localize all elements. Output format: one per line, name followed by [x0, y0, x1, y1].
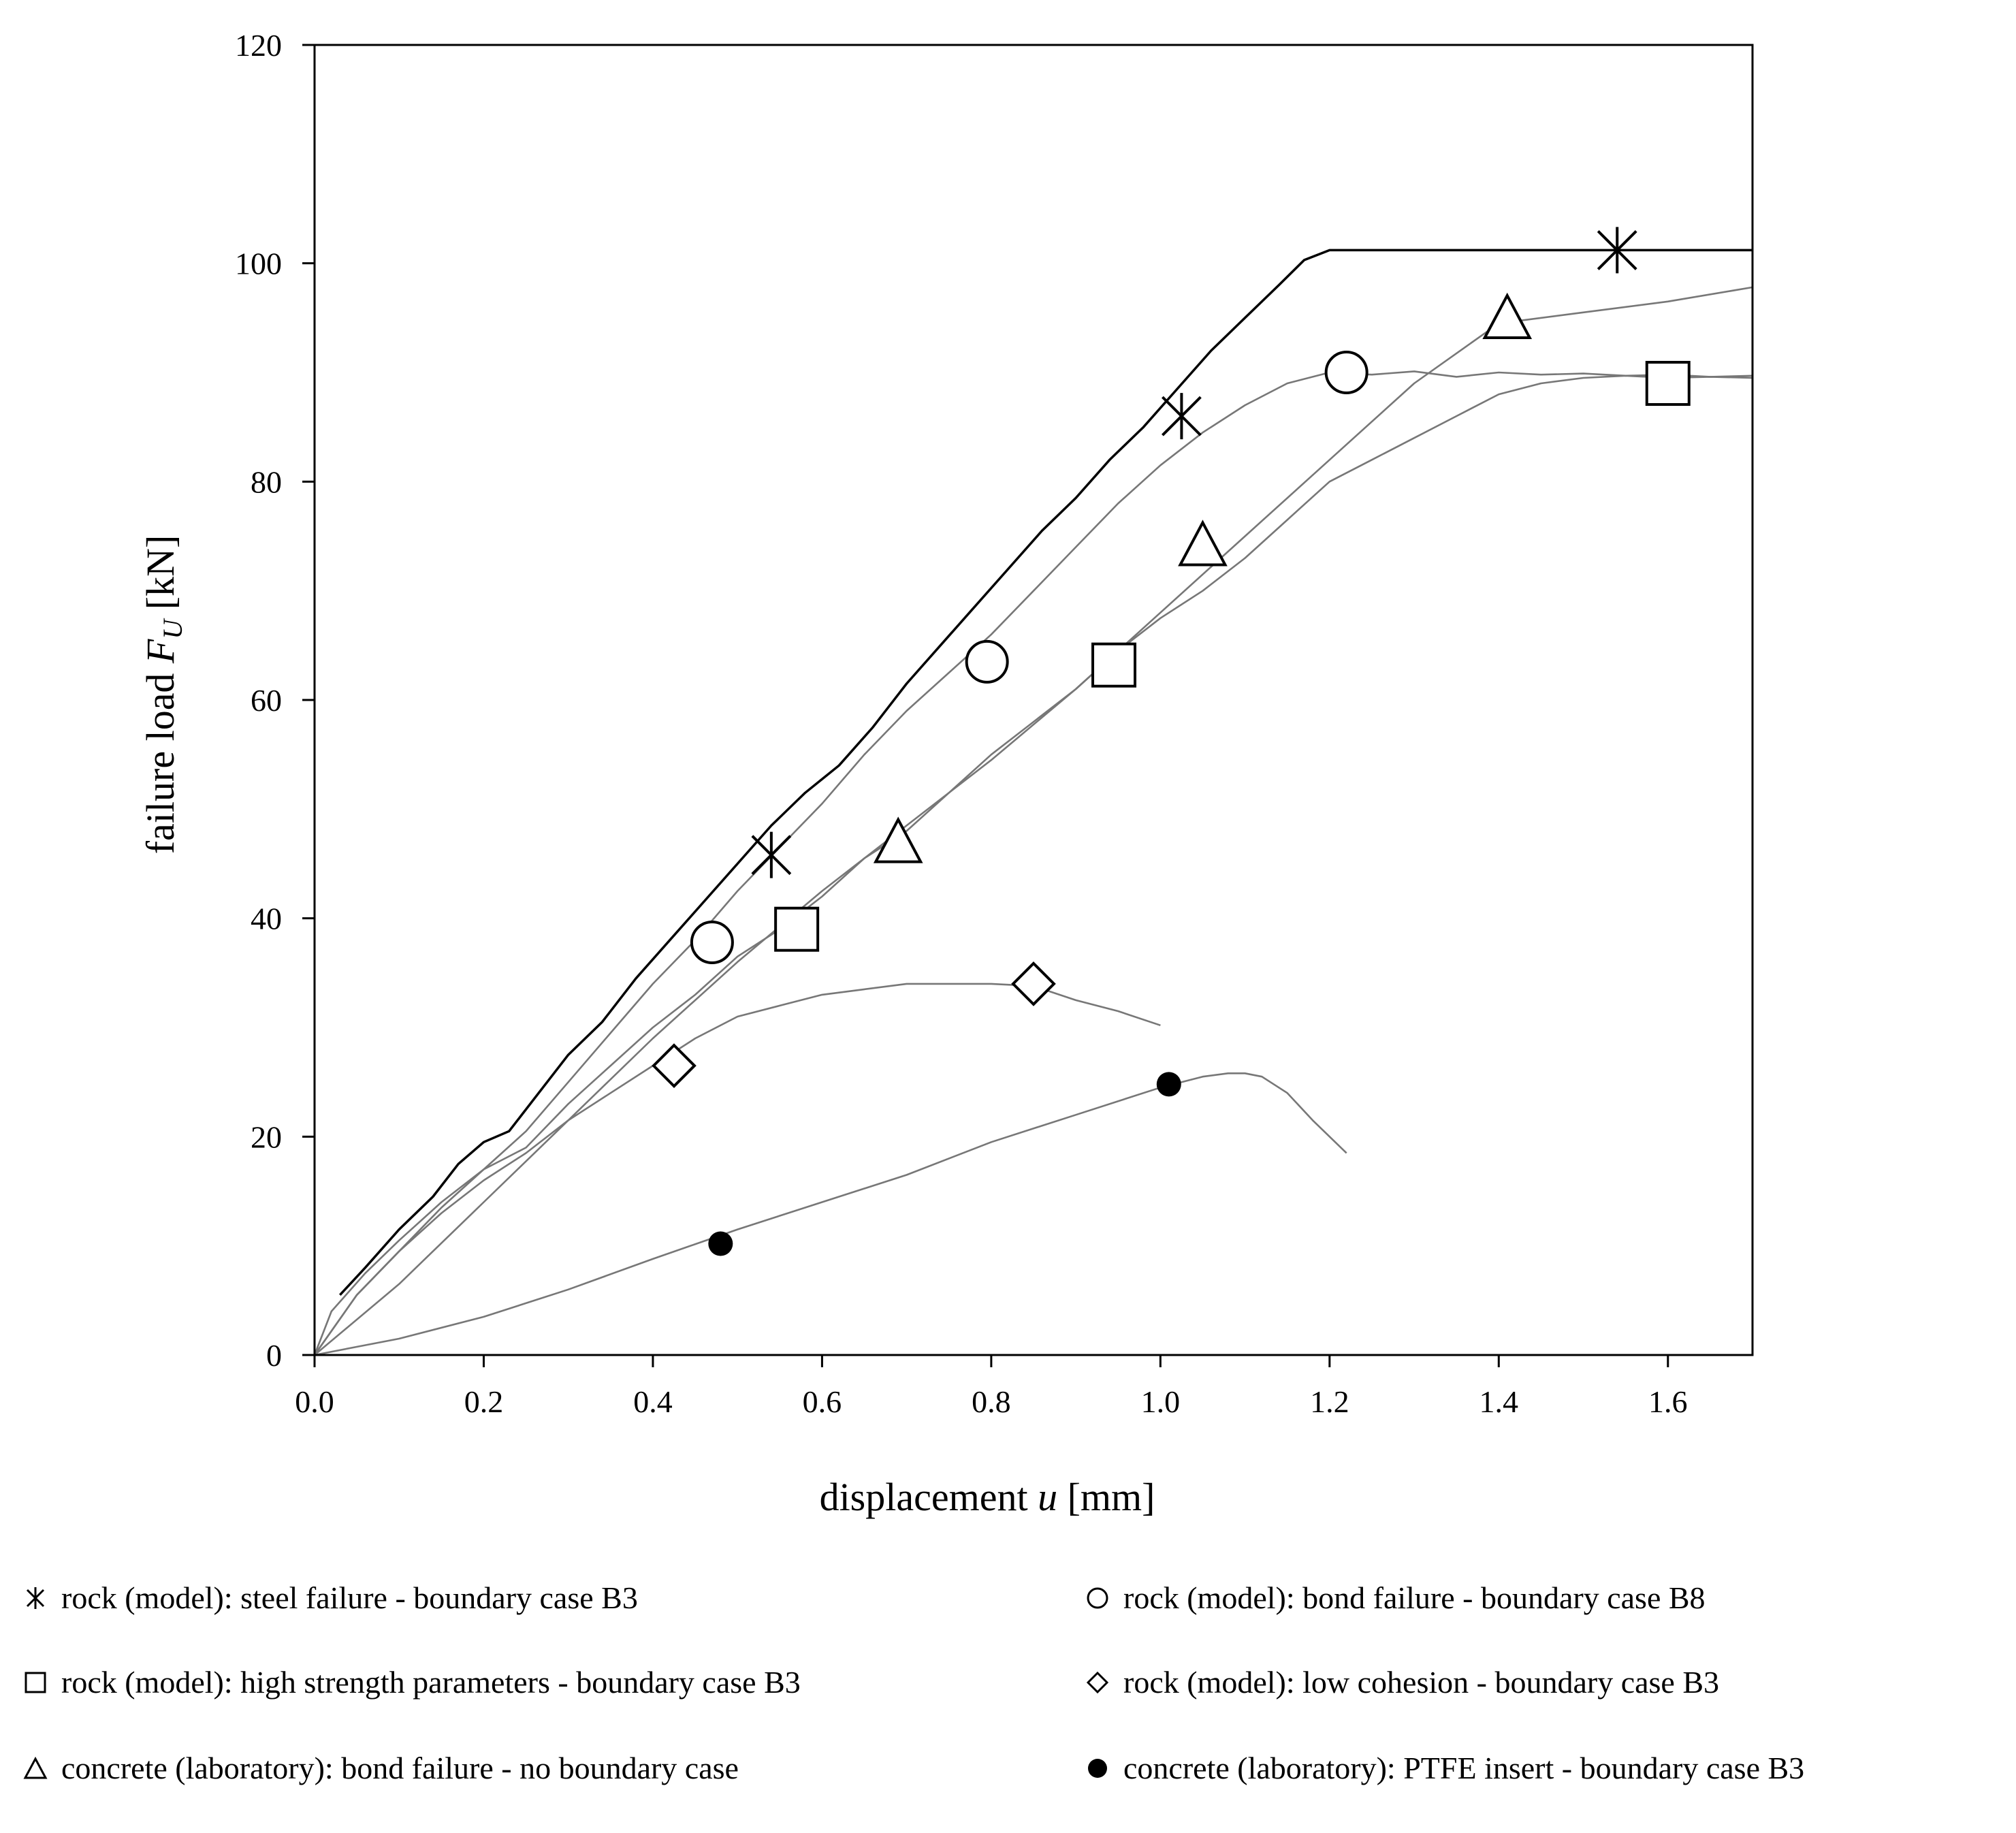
plot-frame: [313, 44, 1754, 1356]
y-tick-label: 20: [251, 1119, 282, 1154]
data-point-square: [1091, 642, 1137, 688]
data-point-diamond: [1011, 961, 1056, 1006]
x-tick-label: 0.6: [803, 1384, 842, 1419]
plot-lines: [313, 249, 1753, 1356]
data-point-filled-circle: [1156, 1072, 1181, 1097]
y-tick-label: 100: [235, 246, 282, 281]
x-axis-label: displacement u [mm]: [820, 1475, 1155, 1519]
legend-item-high-strength: rock (model): high strength parameters -…: [20, 1664, 801, 1700]
series-line-diamond: [313, 983, 1161, 1356]
x-tick-label: 1.6: [1648, 1384, 1688, 1419]
x-tick-label: 0.0: [295, 1384, 334, 1419]
x-tick-label: 0.2: [464, 1384, 504, 1419]
legend-item-concrete-bond: concrete (laboratory): bond failure - no…: [20, 1750, 739, 1786]
data-point-filled-circle: [708, 1231, 733, 1256]
x-tick-label: 0.8: [972, 1384, 1011, 1419]
filled-circle-marker-icon: [1088, 1758, 1107, 1778]
legend-item-low-cohesion: rock (model): low cohesion - boundary ca…: [1083, 1664, 1719, 1700]
legend-item-steel-failure: rock (model): steel failure - boundary c…: [20, 1580, 638, 1616]
plot-markers: [652, 227, 1691, 1256]
series-line-asterisk: [339, 249, 1753, 1296]
asterisk-marker-icon: [26, 1587, 45, 1609]
triangle-marker-icon: [23, 1756, 48, 1779]
data-point-circle: [690, 920, 734, 964]
series-line-triangle: [314, 286, 1753, 1356]
x-tick-label: 1.0: [1141, 1384, 1181, 1419]
y-tick-label: 60: [251, 683, 282, 718]
legend-label: rock (model): steel failure - boundary c…: [61, 1580, 638, 1615]
legend-label: concrete (laboratory): bond failure - no…: [61, 1751, 739, 1785]
data-point-square: [1645, 361, 1691, 407]
legend-label: concrete (laboratory): PTFE insert - bou…: [1123, 1751, 1805, 1785]
legend: rock (model): steel failure - boundary c…: [20, 1580, 1995, 1811]
data-point-circle: [1324, 351, 1369, 394]
circle-marker-icon: [1087, 1587, 1108, 1608]
data-point-square: [774, 906, 820, 952]
data-point-asterisk: [1597, 227, 1637, 274]
x-tick-label: 1.2: [1310, 1384, 1349, 1419]
data-point-triangle: [1482, 292, 1533, 340]
data-point-diamond: [652, 1043, 697, 1088]
series-line-circle: [313, 370, 1753, 1356]
data-point-triangle: [873, 816, 923, 863]
y-tick-label: 40: [251, 902, 282, 936]
square-marker-icon: [25, 1672, 46, 1693]
data-point-triangle: [1178, 520, 1228, 567]
data-point-asterisk: [1161, 393, 1202, 440]
x-tick-label: 1.4: [1479, 1384, 1519, 1419]
legend-label: rock (model): low cohesion - boundary ca…: [1123, 1665, 1720, 1700]
diamond-marker-icon: [1086, 1671, 1109, 1693]
axis-ticks: 0.0 0.2 0.4 0.6 0.8 1.0 1.2 1.4 1.6 0 20 40 60 80 100 1…: [235, 28, 1688, 1419]
data-point-circle: [965, 639, 1009, 684]
x-tick-label: 0.4: [633, 1384, 673, 1419]
y-tick-label: 0: [266, 1338, 282, 1373]
legend-label: rock (model): high strength parameters -…: [61, 1665, 801, 1700]
y-tick-label: 80: [251, 464, 282, 499]
series-line-filled-circle: [314, 1072, 1347, 1356]
y-tick-label: 120: [235, 28, 282, 63]
data-point-asterisk: [751, 831, 792, 878]
series-line-square: [313, 374, 1753, 1356]
legend-item-ptfe-insert: concrete (laboratory): PTFE insert - bou…: [1083, 1750, 1804, 1786]
y-axis-label: failure load FU [kN]: [138, 535, 191, 855]
legend-label: rock (model): bond failure - boundary ca…: [1123, 1580, 1706, 1615]
legend-item-bond-failure: rock (model): bond failure - boundary ca…: [1083, 1580, 1706, 1616]
